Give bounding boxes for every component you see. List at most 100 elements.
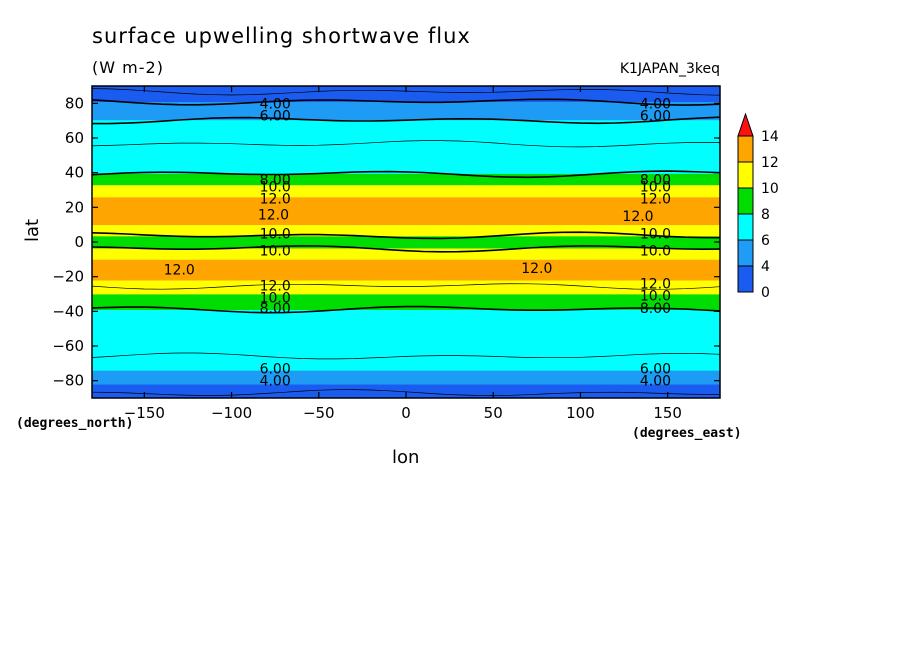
contour-band	[92, 111, 720, 113]
contour-band	[92, 358, 720, 360]
x-tick-label: 50	[484, 404, 503, 422]
contour-band	[92, 95, 720, 97]
contour-band	[92, 332, 720, 334]
contour-band	[92, 316, 720, 318]
contour-line	[91, 352, 721, 360]
contour-band	[92, 161, 720, 163]
contour-band	[92, 103, 720, 105]
contour-band	[92, 170, 720, 172]
contour-band	[92, 294, 720, 297]
contour-band	[92, 327, 720, 330]
x-axis-label: lon	[392, 447, 420, 468]
contour-band	[92, 131, 720, 133]
contour-band	[92, 160, 720, 162]
colorbar: 0 4 6 8 10 12 14	[737, 112, 779, 301]
contour-band	[92, 357, 720, 359]
contour-band	[92, 268, 720, 270]
contour-band	[92, 242, 720, 245]
units-label: (W m-2)	[92, 58, 164, 77]
y-tick-label: −20	[52, 268, 84, 286]
contour-band	[92, 133, 720, 135]
contour-band	[92, 300, 720, 302]
contour-band	[92, 299, 720, 301]
contour-band	[92, 219, 720, 221]
contour-label: 12.0	[622, 209, 653, 225]
contour-band	[92, 112, 720, 114]
contour-band	[92, 235, 720, 238]
contour-band	[92, 336, 720, 338]
colorbar-tick-label: 12	[761, 155, 779, 171]
contour-band	[92, 360, 720, 362]
contour-band	[92, 151, 720, 153]
contour-band	[92, 370, 720, 372]
contour-band	[92, 353, 720, 356]
contour-band	[92, 245, 720, 247]
chart-title: surface upwelling shortwave flux	[92, 24, 471, 48]
contour-band	[92, 93, 720, 96]
contour-band	[92, 189, 720, 191]
contour-band	[92, 362, 720, 364]
contour-band	[92, 260, 720, 262]
contour-band	[92, 350, 720, 352]
contour-band	[92, 228, 720, 230]
contour-band	[92, 274, 720, 277]
contour-label: 12.0	[260, 192, 291, 208]
contour-band	[92, 309, 720, 311]
contour-band	[92, 150, 720, 152]
contour-band	[92, 337, 720, 339]
contour-band	[92, 342, 720, 344]
contour-band	[92, 207, 720, 209]
run-label: K1JAPAN_3keq	[619, 61, 720, 77]
y-axis-label: lat	[22, 218, 43, 242]
contour-band	[92, 263, 720, 265]
contour-label: 6.00	[260, 108, 291, 124]
contour-band	[92, 209, 720, 212]
contour-band	[92, 329, 720, 331]
contour-band	[92, 110, 720, 112]
contour-band	[92, 345, 720, 347]
x-tick-label: −100	[211, 404, 252, 422]
contour-band	[92, 224, 720, 226]
contour-band	[92, 168, 720, 170]
contour-band	[92, 172, 720, 174]
contour-band	[92, 292, 720, 294]
contour-band	[92, 346, 720, 348]
contour-band	[92, 139, 720, 141]
contour-band	[92, 193, 720, 195]
contour-label: 8.00	[260, 173, 291, 189]
y-tick-label: −60	[52, 337, 84, 355]
contour-band	[92, 279, 720, 281]
contour-band	[92, 113, 720, 115]
contour-band	[92, 365, 720, 367]
contour-band	[92, 308, 720, 310]
contour-band	[92, 238, 720, 240]
contour-band	[92, 138, 720, 141]
contour-band	[92, 229, 720, 232]
contour-band	[92, 389, 720, 391]
contour-band	[92, 372, 720, 374]
y-unit-label: (degrees_north)	[16, 416, 134, 431]
y-tick-label: −40	[52, 302, 84, 320]
contour-band	[92, 290, 720, 292]
contour-band	[92, 364, 720, 366]
contour-band	[92, 126, 720, 128]
x-tick-label: −50	[303, 404, 335, 422]
contour-band	[92, 198, 720, 200]
contour-band	[92, 188, 720, 190]
contour-band	[92, 289, 720, 291]
contour-band	[92, 174, 720, 176]
contour-band	[92, 158, 720, 161]
contour-band	[92, 339, 720, 341]
contour-line	[91, 140, 721, 148]
contour-band	[92, 179, 720, 181]
colorbar-tick-label: 4	[761, 259, 770, 275]
contour-label: 12.0	[258, 207, 289, 223]
contour-band	[92, 383, 720, 385]
colorbar-band	[737, 161, 754, 189]
contour-band	[92, 222, 720, 224]
x-tick-label: 150	[653, 404, 682, 422]
colorbar-tick-label: 14	[761, 129, 779, 145]
contour-band	[92, 199, 720, 201]
contour-band	[92, 216, 720, 219]
contour-band	[92, 167, 720, 169]
